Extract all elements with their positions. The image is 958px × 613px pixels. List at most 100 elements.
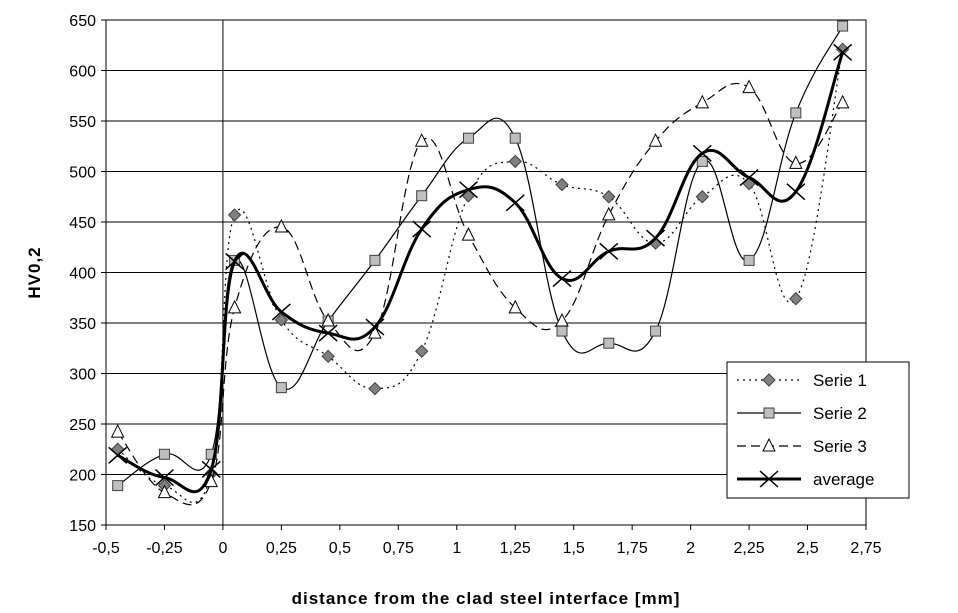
- legend-entry-serie-3: Serie 3: [737, 437, 867, 456]
- series-serie-3-point: [835, 94, 850, 109]
- x-tick-label: 0,75: [383, 540, 414, 557]
- legend: Serie 1 Serie 2 Serie 3 average: [726, 361, 910, 499]
- x-tick-label: 0: [218, 540, 227, 557]
- series-average-point: [154, 468, 174, 487]
- series-serie-3-point: [110, 423, 125, 438]
- cross-stroke: [412, 220, 432, 238]
- series-serie-1-point: [414, 344, 429, 358]
- y-tick-label: 300: [69, 367, 96, 384]
- legend-entry-serie-2: Serie 2: [737, 404, 867, 423]
- series-serie-2-point: [275, 382, 287, 394]
- x-axis-title: distance from the clad steel interface […: [292, 589, 681, 608]
- x-tick-label: 1,25: [500, 540, 531, 557]
- series-serie-2-point: [837, 20, 849, 32]
- series-serie-3-point: [742, 79, 756, 94]
- series-serie-2-point: [462, 132, 474, 144]
- series-average-point: [692, 144, 712, 162]
- x-tick-label: 2: [686, 540, 695, 557]
- x-tick-label: -0,25: [146, 540, 183, 557]
- y-tick-label: 550: [69, 114, 96, 131]
- series-average-point: [201, 460, 221, 479]
- series-average-point: [786, 183, 806, 201]
- cross-stroke: [154, 468, 174, 487]
- y-tick-label: 600: [69, 64, 96, 81]
- series-serie-2-point: [112, 480, 124, 492]
- series-serie-3-point: [555, 312, 569, 327]
- x-tick-label: 1,5: [563, 540, 585, 557]
- series-average-point: [108, 446, 128, 464]
- legend-label-serie-2: Serie 2: [813, 404, 867, 423]
- series-serie-2-point: [369, 254, 381, 266]
- series-serie-1-point: [555, 177, 569, 192]
- cross-stroke: [365, 318, 385, 336]
- series-serie-3-point: [648, 133, 663, 147]
- cross-stroke: [599, 242, 619, 260]
- series-serie-2-point: [696, 155, 708, 167]
- legend-box: [726, 361, 910, 499]
- series-average-point: [458, 181, 478, 199]
- series-average-point: [225, 252, 245, 270]
- cross-stroke: [833, 43, 853, 61]
- cross-stroke: [759, 470, 779, 488]
- x-tick-label: 1,75: [617, 540, 648, 557]
- series-average-point: [599, 242, 619, 260]
- series-serie-3-point: [601, 206, 616, 221]
- legend-label-serie-3: Serie 3: [813, 437, 867, 456]
- series-serie-1-point: [227, 208, 242, 222]
- x-tick-label: 0,5: [329, 540, 351, 557]
- y-tick-label: 500: [69, 165, 96, 182]
- x-tick-label: 2,75: [850, 540, 881, 557]
- cross-stroke: [225, 252, 245, 270]
- series-serie-3: [110, 79, 850, 506]
- series-serie-2-point: [743, 254, 755, 266]
- series-serie-1-point: [602, 190, 616, 204]
- series-serie-3-point: [508, 299, 523, 314]
- series-average: [108, 43, 853, 494]
- legend-marker-serie-3: [762, 437, 776, 452]
- series-average-point: [552, 269, 572, 288]
- series-serie-3-line: [117, 82, 844, 506]
- series-average-point: [833, 43, 853, 61]
- series-layer: [108, 20, 853, 506]
- cross-stroke: [739, 168, 759, 187]
- legend-marker-average: [759, 470, 779, 488]
- series-average-point: [412, 220, 432, 238]
- series-serie-1-point: [695, 190, 710, 204]
- legend-marker-serie-1: [762, 373, 776, 387]
- y-tick-label: 450: [69, 215, 96, 232]
- series-serie-1-point: [789, 292, 803, 306]
- y-tick-label: 150: [69, 518, 96, 535]
- cross-stroke: [505, 194, 525, 212]
- series-serie-3-point: [789, 155, 803, 169]
- series-serie-3-point: [695, 94, 710, 109]
- series-serie-2-point: [650, 325, 662, 337]
- cross-stroke: [201, 460, 221, 479]
- series-serie-3-point: [414, 133, 429, 147]
- cross-stroke: [646, 229, 666, 247]
- x-tick-label: 2,5: [796, 540, 818, 557]
- x-tick-label: 2,25: [734, 540, 765, 557]
- legend-entry-serie-1: Serie 1: [737, 371, 867, 390]
- x-axis-ticks: -0,5 -0,25 0 0,25 0,5 0,75 1 1,25 1,5 1,75 2 2,25 2,…: [92, 525, 882, 557]
- y-tick-label: 650: [69, 13, 96, 30]
- y-tick-label: 250: [69, 417, 96, 434]
- series-serie-2-point: [790, 107, 802, 119]
- series-serie-1-point: [274, 313, 289, 327]
- legend-label-average: average: [813, 470, 874, 489]
- series-serie-2-point: [158, 448, 170, 460]
- series-serie-3-point: [157, 484, 172, 499]
- legend-label-serie-1: Serie 1: [813, 371, 867, 390]
- cross-stroke: [318, 324, 338, 342]
- series-serie-3-point: [461, 227, 476, 241]
- y-tick-label: 400: [69, 266, 96, 283]
- series-serie-3-point: [274, 218, 289, 233]
- series-serie-2-point: [509, 132, 521, 144]
- y-axis-title: HV0,2: [25, 246, 44, 298]
- cross-stroke: [271, 303, 291, 321]
- series-serie-1-point: [321, 349, 335, 364]
- x-tick-label: 1: [452, 540, 461, 557]
- cross-stroke: [786, 183, 806, 201]
- series-average-point: [271, 303, 291, 321]
- series-serie-2-point: [416, 190, 428, 202]
